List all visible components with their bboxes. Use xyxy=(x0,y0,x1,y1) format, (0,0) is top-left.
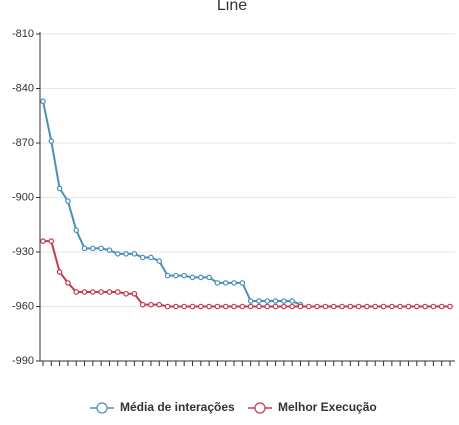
y-tick-label: -870 xyxy=(12,137,34,149)
point xyxy=(447,303,453,310)
y-tick-label: -960 xyxy=(12,300,34,312)
point xyxy=(239,303,246,310)
series-line xyxy=(43,240,450,308)
point xyxy=(106,247,113,253)
point xyxy=(148,301,154,308)
point xyxy=(397,303,403,310)
point xyxy=(372,303,379,310)
point xyxy=(56,269,63,275)
point xyxy=(256,298,262,304)
y-tick-label: -930 xyxy=(12,246,34,258)
point xyxy=(422,303,428,310)
point xyxy=(289,303,295,310)
point xyxy=(139,301,146,308)
point xyxy=(214,303,221,310)
point xyxy=(148,254,154,261)
point xyxy=(98,245,104,252)
point xyxy=(380,303,387,310)
point xyxy=(181,272,188,279)
point xyxy=(247,303,254,310)
point xyxy=(314,303,320,310)
point xyxy=(281,298,287,304)
chart-title: Line xyxy=(217,0,247,14)
point xyxy=(264,298,271,304)
point xyxy=(214,280,221,286)
point xyxy=(364,303,370,310)
point xyxy=(256,303,262,310)
y-tick-label: -840 xyxy=(12,82,34,94)
point xyxy=(438,303,445,310)
point xyxy=(189,274,196,281)
point xyxy=(173,303,179,310)
point xyxy=(73,227,80,234)
point xyxy=(156,301,163,308)
point xyxy=(430,303,437,310)
point xyxy=(413,303,420,310)
point xyxy=(231,280,237,286)
legend-marker xyxy=(254,402,266,414)
point xyxy=(272,298,279,304)
point xyxy=(272,303,279,310)
point xyxy=(305,303,312,310)
point xyxy=(65,198,71,204)
point xyxy=(297,303,304,310)
point xyxy=(114,289,121,295)
y-tick-label: -990 xyxy=(12,355,34,367)
legend-label: Melhor Execução xyxy=(278,400,377,414)
point xyxy=(198,303,204,310)
point xyxy=(405,303,412,310)
point xyxy=(90,245,96,252)
point xyxy=(114,251,121,257)
point xyxy=(264,303,271,310)
point xyxy=(139,254,146,261)
point xyxy=(56,185,63,192)
point xyxy=(81,289,88,295)
point xyxy=(189,303,196,310)
point xyxy=(231,303,237,310)
point xyxy=(330,303,337,310)
y-tick-label: -810 xyxy=(12,28,34,40)
point xyxy=(389,303,395,310)
point xyxy=(289,298,295,304)
point xyxy=(198,274,204,281)
point xyxy=(106,289,113,295)
point xyxy=(239,280,246,286)
point xyxy=(281,303,287,310)
point xyxy=(40,238,46,244)
point xyxy=(131,251,138,257)
point xyxy=(48,238,55,244)
point xyxy=(222,303,229,310)
point xyxy=(339,303,345,310)
legend-label: Média de interações xyxy=(120,400,235,414)
point xyxy=(73,289,80,295)
legend-marker xyxy=(96,402,108,414)
point xyxy=(173,272,179,279)
point xyxy=(40,98,46,105)
point xyxy=(322,303,329,310)
point xyxy=(181,303,188,310)
series-line xyxy=(42,101,301,306)
point xyxy=(123,251,129,257)
point xyxy=(90,289,96,295)
point xyxy=(222,280,229,286)
point xyxy=(81,245,88,252)
point xyxy=(247,298,254,304)
point xyxy=(164,303,171,310)
point xyxy=(65,280,71,286)
point xyxy=(131,290,138,297)
point xyxy=(123,290,129,297)
y-tick-label: -900 xyxy=(12,191,34,203)
point xyxy=(164,272,171,279)
point xyxy=(347,303,354,310)
point xyxy=(98,289,104,295)
point xyxy=(206,274,212,281)
point xyxy=(206,303,212,310)
point xyxy=(355,303,362,310)
point xyxy=(48,138,55,144)
point xyxy=(156,258,163,264)
